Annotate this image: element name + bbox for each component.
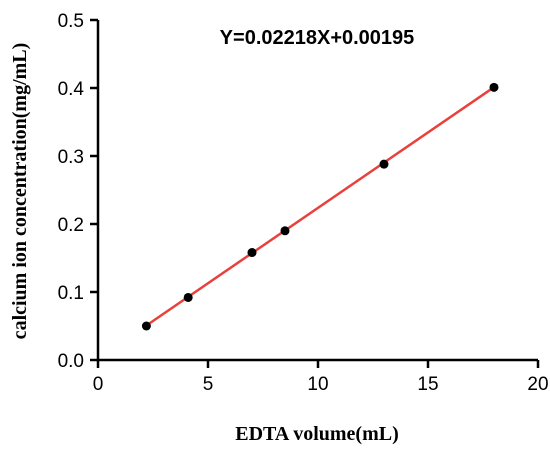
fit-equation: Y=0.02218X+0.00195 [220,27,415,49]
x-axis-title: EDTA volume(mL) [235,423,399,445]
x-tick-label: 15 [417,374,438,395]
data-point [183,292,193,302]
data-point [280,226,290,236]
y-tick-label: 0.1 [58,283,84,304]
x-tick-label: 0 [93,374,104,395]
fit-line-group [145,86,495,327]
data-point [141,321,151,331]
y-tick-label: 0.5 [58,11,84,32]
y-tick-label: 0.3 [58,147,84,168]
x-tick-label: 5 [203,374,214,395]
data-point [379,159,389,169]
data-points [141,82,499,331]
data-point [247,248,257,258]
axes: 0 5 10 15 20 0.0 0.1 0.2 0.3 0.4 0.5 [58,11,549,395]
data-point [489,82,499,92]
y-axis-title: calcium ion concentration(mg/mL) [9,43,31,340]
x-tick-label: 20 [527,374,548,395]
y-tick-label: 0.4 [58,79,85,100]
y-tick-label: 0.2 [58,215,84,236]
fit-line [145,86,495,327]
x-tick-label: 10 [307,374,328,395]
y-tick-label: 0.0 [58,351,84,372]
